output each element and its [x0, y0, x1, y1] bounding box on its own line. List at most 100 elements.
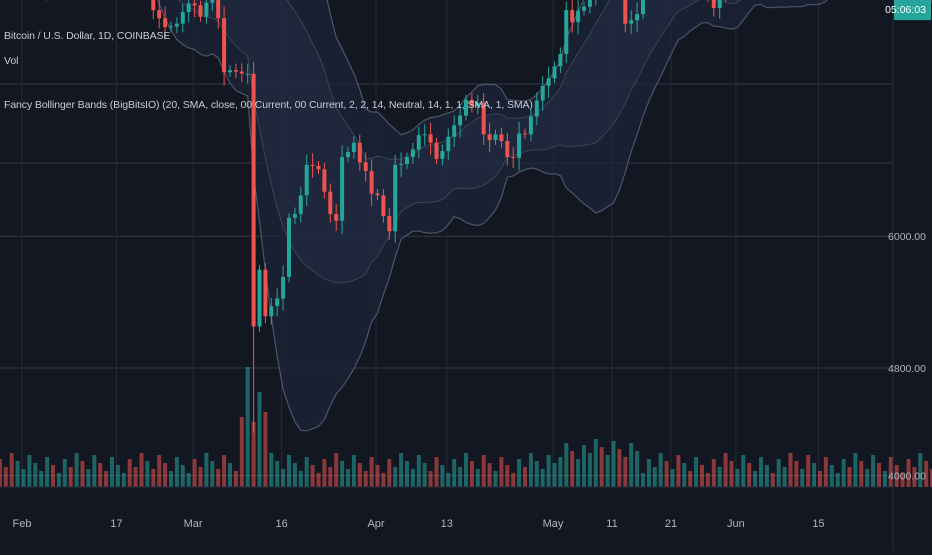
- volume-bar: [68, 467, 73, 487]
- volume-bar: [794, 461, 799, 487]
- volume-bar: [812, 463, 817, 487]
- x-tick-label: 17: [110, 518, 122, 530]
- volume-bar: [735, 469, 740, 487]
- volume-bar: [251, 422, 256, 487]
- volume-bar: [741, 455, 746, 487]
- candle-body: [446, 136, 451, 152]
- volume-bar: [334, 453, 339, 487]
- volume-bar: [871, 455, 876, 487]
- volume-bar: [346, 469, 350, 487]
- volume-bar: [912, 467, 917, 487]
- candle-body: [523, 133, 527, 135]
- candle-body: [316, 165, 321, 170]
- volume-bar: [753, 471, 758, 487]
- volume-bar: [133, 467, 138, 487]
- volume-bar: [882, 471, 887, 487]
- volume-bar: [900, 473, 905, 487]
- volume-bar: [3, 467, 8, 487]
- volume-bar: [481, 455, 486, 487]
- volume-bar: [747, 463, 752, 487]
- volume-bar: [216, 469, 221, 487]
- volume-bar: [729, 461, 734, 487]
- candle-body: [499, 134, 504, 141]
- volume-bar: [222, 455, 227, 487]
- volume-bar: [770, 473, 775, 487]
- candle-body: [198, 5, 203, 17]
- symbol-title[interactable]: Bitcoin / U.S. Dollar, 1D, COINBASE: [4, 30, 171, 42]
- grid-layer: [0, 0, 893, 487]
- volume-bar: [924, 461, 929, 487]
- volume-bar: [664, 461, 669, 487]
- volume-bar: [310, 465, 315, 487]
- volume-bar: [546, 455, 551, 487]
- candle-body: [357, 142, 362, 163]
- volume-bar: [865, 469, 870, 487]
- volume-bar: [98, 463, 103, 487]
- x-tick-label: 15: [812, 518, 824, 530]
- candle-body: [434, 142, 439, 159]
- volume-bar: [475, 469, 480, 487]
- volume-bar: [287, 455, 291, 487]
- candle-body: [239, 71, 244, 74]
- volume-bar: [145, 461, 150, 487]
- candle-body: [322, 169, 327, 192]
- candle-body: [711, 0, 716, 8]
- volume-bar: [823, 457, 828, 487]
- volume-bar: [641, 473, 645, 487]
- volume-bar: [228, 463, 232, 487]
- candle-body: [222, 18, 227, 73]
- candle-body: [186, 3, 191, 13]
- volume-bar: [121, 473, 126, 487]
- volume-bar: [552, 463, 557, 487]
- candle-body: [375, 193, 380, 196]
- x-tick-label: Apr: [367, 518, 384, 530]
- candle-body: [641, 0, 645, 15]
- x-tick-label: Jun: [727, 518, 745, 530]
- candle-body: [192, 3, 197, 6]
- indicator-legend[interactable]: Fancy Bollinger Bands (BigBitsIO) (20, S…: [4, 99, 533, 111]
- candle-body: [564, 10, 569, 55]
- candles-layer: [151, 0, 932, 433]
- volume-bar: [853, 453, 858, 487]
- volume-legend[interactable]: Vol: [4, 55, 19, 67]
- volume-bar: [62, 459, 67, 487]
- volume-bar: [21, 469, 26, 487]
- volume-bar: [711, 459, 716, 487]
- volume-bar: [829, 465, 834, 487]
- candle-body: [517, 133, 522, 158]
- volume-bar: [357, 463, 362, 487]
- y-tick-label: 4800.00: [888, 363, 926, 375]
- candle-body: [552, 66, 557, 79]
- volume-bar: [363, 471, 368, 487]
- x-tick-label: May: [543, 518, 564, 530]
- volume-bar: [174, 457, 179, 487]
- volume-bar: [635, 451, 640, 487]
- volume-bar: [517, 459, 522, 487]
- candle-body: [422, 134, 427, 136]
- volume-bar: [582, 445, 586, 487]
- volume-bar: [930, 469, 932, 487]
- volume-bar: [399, 453, 404, 487]
- volume-bar: [452, 459, 457, 487]
- volume-bar: [369, 457, 374, 487]
- volume-bar: [381, 473, 386, 487]
- volume-bar: [410, 469, 415, 487]
- countdown-badge[interactable]: [894, 0, 931, 21]
- volume-bar: [759, 457, 763, 487]
- volume-bar: [281, 469, 286, 487]
- volume-bar: [151, 469, 156, 487]
- volume-bar: [292, 463, 297, 487]
- volume-bar: [487, 463, 492, 487]
- candle-body: [351, 142, 356, 152]
- volume-bar: [464, 453, 468, 487]
- candle-body: [493, 134, 498, 141]
- x-tick-label: 13: [441, 518, 453, 530]
- candle-body: [458, 115, 463, 126]
- candle-body: [505, 141, 510, 158]
- volume-bar: [717, 467, 722, 487]
- candle-body: [570, 10, 575, 23]
- candle-body: [452, 125, 457, 137]
- candle-body: [399, 164, 404, 166]
